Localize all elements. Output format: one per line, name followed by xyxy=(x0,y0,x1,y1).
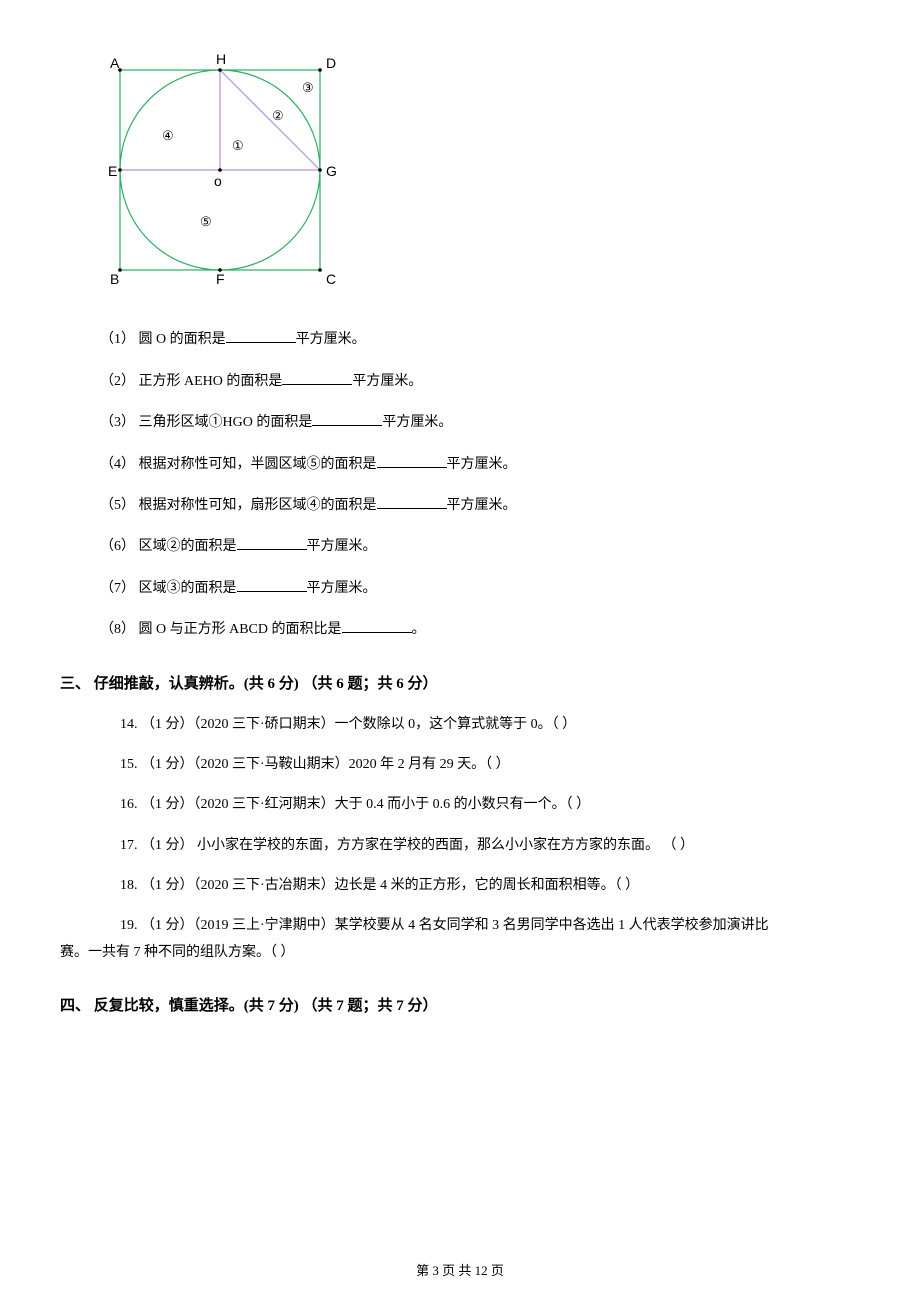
label-A: A xyxy=(110,55,120,71)
subq-4: （4） 根据对称性可知，半圆区域⑤的面积是 平方厘米。 xyxy=(100,453,860,476)
label-C: C xyxy=(326,271,336,287)
subq-8: （8） 圆 O 与正方形 ABCD 的面积比是 。 xyxy=(100,618,860,641)
region-2: ② xyxy=(272,108,284,123)
section-4-header: 四、 反复比较，慎重选择。(共 7 分) （共 7 题；共 7 分） xyxy=(60,994,860,1018)
subq-6: （6） 区域②的面积是 平方厘米。 xyxy=(100,535,860,558)
label-B: B xyxy=(110,271,119,287)
region-1: ① xyxy=(232,138,244,153)
q14: 14. （1 分）（2020 三下·硚口期末）一个数除以 0，这个算式就等于 0… xyxy=(120,714,860,736)
q19-line1: 19. （1 分）（2019 三上·宁津期中）某学校要从 4 名女同学和 3 名… xyxy=(120,915,860,937)
subq-4-num: （4） xyxy=(100,457,135,472)
blank[interactable] xyxy=(342,618,412,633)
blank[interactable] xyxy=(237,577,307,592)
region-3: ③ xyxy=(302,80,314,95)
subq-7: （7） 区域③的面积是 平方厘米。 xyxy=(100,577,860,600)
subq-6-num: （6） xyxy=(100,539,135,554)
page-footer: 第 3 页 共 12 页 xyxy=(0,1261,920,1282)
diagram-svg: A H D E o G B F C ① ② ③ ④ ⑤ xyxy=(100,50,340,290)
subq-2-num: （2） xyxy=(100,374,135,389)
label-G: G xyxy=(326,163,337,179)
subq-6-b: 平方厘米。 xyxy=(307,539,377,554)
subq-3-a: 三角形区域①HGO 的面积是 xyxy=(135,415,312,430)
blank[interactable] xyxy=(377,453,447,468)
subq-4-b: 平方厘米。 xyxy=(447,457,517,472)
q18: 18. （1 分）（2020 三下·古冶期末）边长是 4 米的正方形，它的周长和… xyxy=(120,875,860,897)
q17: 17. （1 分） 小小家在学校的东面，方方家在学校的西面，那么小小家在方方家的… xyxy=(120,835,860,857)
subq-2: （2） 正方形 AEHO 的面积是 平方厘米。 xyxy=(100,370,860,393)
subq-1-a: 圆 O 的面积是 xyxy=(135,332,226,347)
subq-7-b: 平方厘米。 xyxy=(307,581,377,596)
subq-2-b: 平方厘米。 xyxy=(352,374,422,389)
subq-3-num: （3） xyxy=(100,415,135,430)
blank[interactable] xyxy=(312,411,382,426)
label-O: o xyxy=(214,173,222,189)
q19-line2: 赛。一共有 7 种不同的组队方案。（ ） xyxy=(60,942,860,964)
section-3-header: 三、 仔细推敲，认真辨析。(共 6 分) （共 6 题；共 6 分） xyxy=(60,672,860,696)
subq-3: （3） 三角形区域①HGO 的面积是 平方厘米。 xyxy=(100,411,860,434)
subq-8-num: （8） xyxy=(100,622,135,637)
blank[interactable] xyxy=(282,370,352,385)
q15: 15. （1 分）（2020 三下·马鞍山期末）2020 年 2 月有 29 天… xyxy=(120,754,860,776)
subq-6-a: 区域②的面积是 xyxy=(135,539,237,554)
region-5: ⑤ xyxy=(200,214,212,229)
label-E: E xyxy=(108,163,117,179)
blank[interactable] xyxy=(377,494,447,509)
subq-7-num: （7） xyxy=(100,581,135,596)
subq-5-num: （5） xyxy=(100,498,135,513)
subq-5: （5） 根据对称性可知，扇形区域④的面积是 平方厘米。 xyxy=(100,494,860,517)
q16: 16. （1 分）（2020 三下·红河期末）大于 0.4 而小于 0.6 的小… xyxy=(120,794,860,816)
subq-1: （1） 圆 O 的面积是 平方厘米。 xyxy=(100,328,860,351)
geometry-diagram: A H D E o G B F C ① ② ③ ④ ⑤ xyxy=(100,50,860,298)
label-H: H xyxy=(216,51,226,67)
subq-4-a: 根据对称性可知，半圆区域⑤的面积是 xyxy=(135,457,377,472)
blank[interactable] xyxy=(237,535,307,550)
subq-1-num: （1） xyxy=(100,332,135,347)
blank[interactable] xyxy=(226,328,296,343)
subq-8-a: 圆 O 与正方形 ABCD 的面积比是 xyxy=(135,622,342,637)
subq-5-b: 平方厘米。 xyxy=(447,498,517,513)
subq-3-b: 平方厘米。 xyxy=(382,415,452,430)
page: A H D E o G B F C ① ② ③ ④ ⑤ （1） 圆 O 的面积是… xyxy=(0,0,920,1302)
subq-1-b: 平方厘米。 xyxy=(296,332,366,347)
region-4: ④ xyxy=(162,128,174,143)
subq-5-a: 根据对称性可知，扇形区域④的面积是 xyxy=(135,498,377,513)
label-D: D xyxy=(326,55,336,71)
subq-7-a: 区域③的面积是 xyxy=(135,581,237,596)
subq-8-b: 。 xyxy=(412,622,426,637)
subq-2-a: 正方形 AEHO 的面积是 xyxy=(135,374,282,389)
label-F: F xyxy=(216,271,225,287)
